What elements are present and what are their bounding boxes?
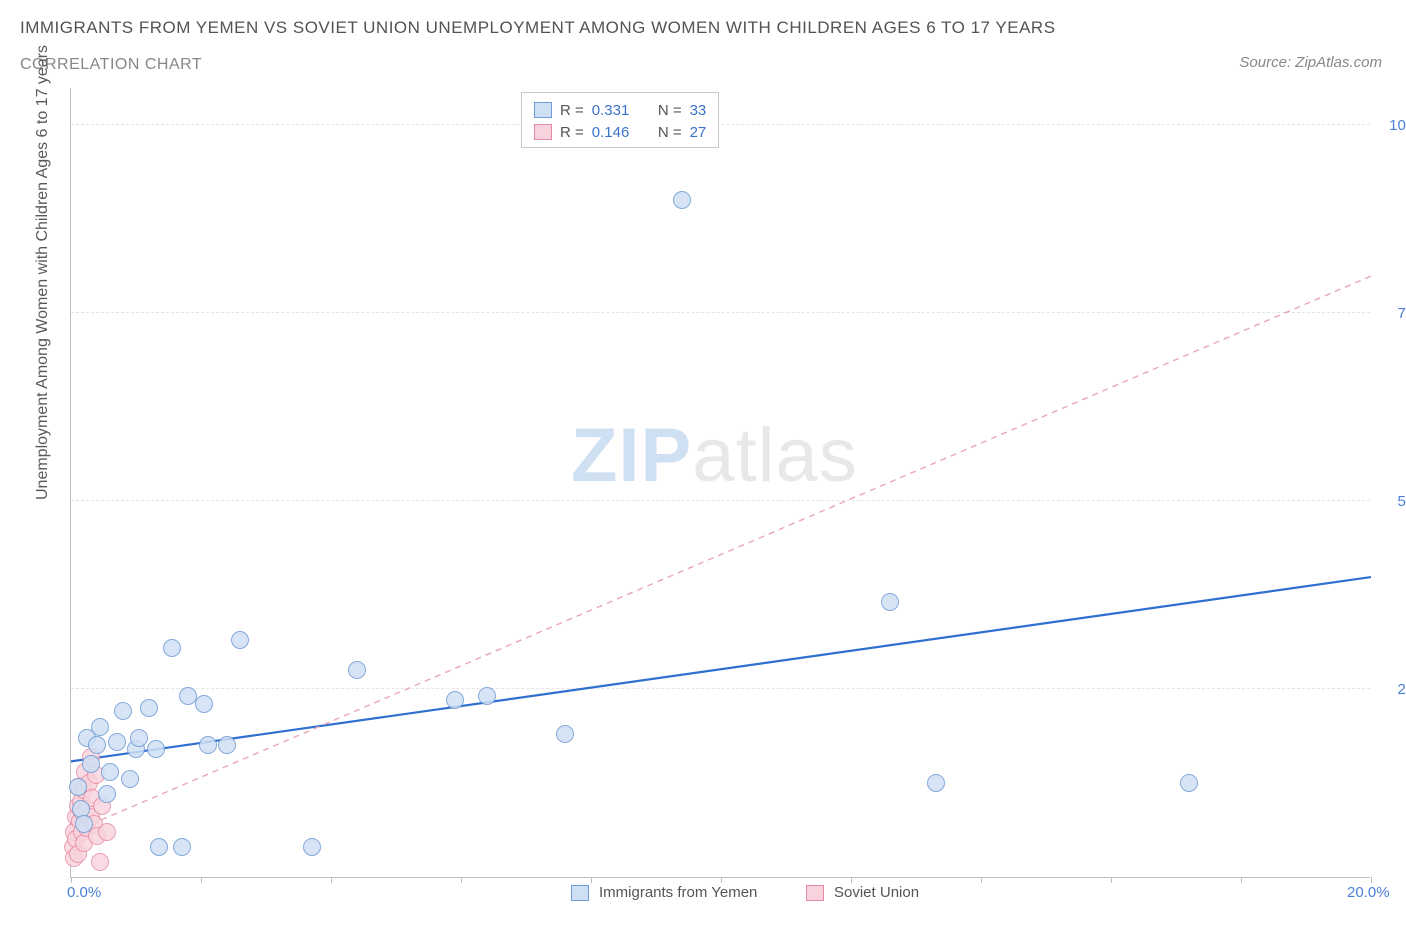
legend-row: R = 0.331 N = 33 [534, 99, 706, 121]
data-point [478, 687, 496, 705]
data-point [121, 770, 139, 788]
data-point [199, 736, 217, 754]
data-point [881, 593, 899, 611]
source-attribution: Source: ZipAtlas.com [1239, 54, 1382, 71]
legend-label: Soviet Union [834, 884, 919, 901]
trend-line [71, 577, 1371, 761]
x-tick-label: 0.0% [67, 884, 101, 901]
trend-line [71, 276, 1371, 833]
trend-lines [71, 88, 1371, 878]
legend-swatch [806, 885, 824, 901]
legend-label: Immigrants from Yemen [599, 884, 757, 901]
y-tick-label: 50.0% [1380, 493, 1406, 510]
data-point [140, 699, 158, 717]
correlation-legend: R = 0.331 N = 33R = 0.146 N = 27 [521, 92, 719, 148]
legend-r-label: R = [560, 102, 584, 119]
y-tick-label: 25.0% [1380, 681, 1406, 698]
data-point [108, 733, 126, 751]
data-point [130, 729, 148, 747]
y-axis-label: Unemployment Among Women with Children A… [34, 45, 52, 500]
legend-row: R = 0.146 N = 27 [534, 121, 706, 143]
data-point [88, 736, 106, 754]
legend-r-value: 0.331 [592, 102, 630, 119]
data-point [163, 639, 181, 657]
data-point [231, 631, 249, 649]
data-point [446, 691, 464, 709]
data-point [348, 661, 366, 679]
source-name: ZipAtlas.com [1295, 54, 1382, 71]
y-tick-label: 75.0% [1380, 305, 1406, 322]
data-point [173, 838, 191, 856]
data-point [98, 823, 116, 841]
data-point [195, 695, 213, 713]
data-point [69, 778, 87, 796]
data-point [101, 763, 119, 781]
data-point [556, 725, 574, 743]
legend-r-label: R = [560, 124, 584, 141]
source-prefix: Source: [1239, 54, 1295, 71]
legend-n-label: N = [658, 124, 682, 141]
data-point [147, 740, 165, 758]
data-point [91, 853, 109, 871]
legend-n-label: N = [658, 102, 682, 119]
data-point [75, 815, 93, 833]
x-tick-label: 20.0% [1347, 884, 1390, 901]
chart-container: IMMIGRANTS FROM YEMEN VS SOVIET UNION UN… [0, 0, 1406, 930]
plot-area: 25.0%50.0%75.0%100.0%0.0%20.0%ZIPatlasR … [70, 88, 1370, 878]
data-point [82, 755, 100, 773]
legend-r-value: 0.146 [592, 124, 630, 141]
data-point [114, 702, 132, 720]
data-point [150, 838, 168, 856]
y-tick-label: 100.0% [1380, 117, 1406, 134]
data-point [1180, 774, 1198, 792]
legend-n-value: 33 [690, 102, 707, 119]
legend-n-value: 27 [690, 124, 707, 141]
x-tick-mark [1371, 877, 1372, 883]
data-point [98, 785, 116, 803]
series-legend-item: Immigrants from Yemen [571, 884, 757, 901]
series-legend-item: Soviet Union [806, 884, 919, 901]
legend-swatch [571, 885, 589, 901]
chart-title: IMMIGRANTS FROM YEMEN VS SOVIET UNION UN… [20, 18, 1056, 38]
legend-swatch [534, 124, 552, 140]
data-point [218, 736, 236, 754]
data-point [927, 774, 945, 792]
data-point [303, 838, 321, 856]
data-point [673, 191, 691, 209]
legend-swatch [534, 102, 552, 118]
data-point [91, 718, 109, 736]
